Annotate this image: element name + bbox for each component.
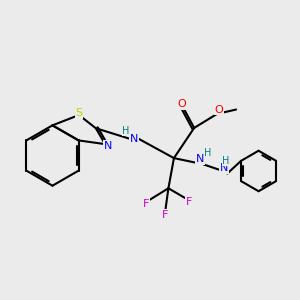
Text: N: N [130,134,138,144]
Text: N: N [219,164,228,173]
Text: O: O [178,99,186,110]
Text: N: N [104,141,112,151]
Text: N: N [196,154,204,164]
Text: H: H [222,156,229,166]
Text: H: H [204,148,212,158]
Text: O: O [214,104,223,115]
Text: S: S [75,108,82,118]
Text: H: H [122,126,130,136]
Text: F: F [143,199,149,209]
Text: F: F [162,210,169,220]
Text: F: F [186,197,192,207]
